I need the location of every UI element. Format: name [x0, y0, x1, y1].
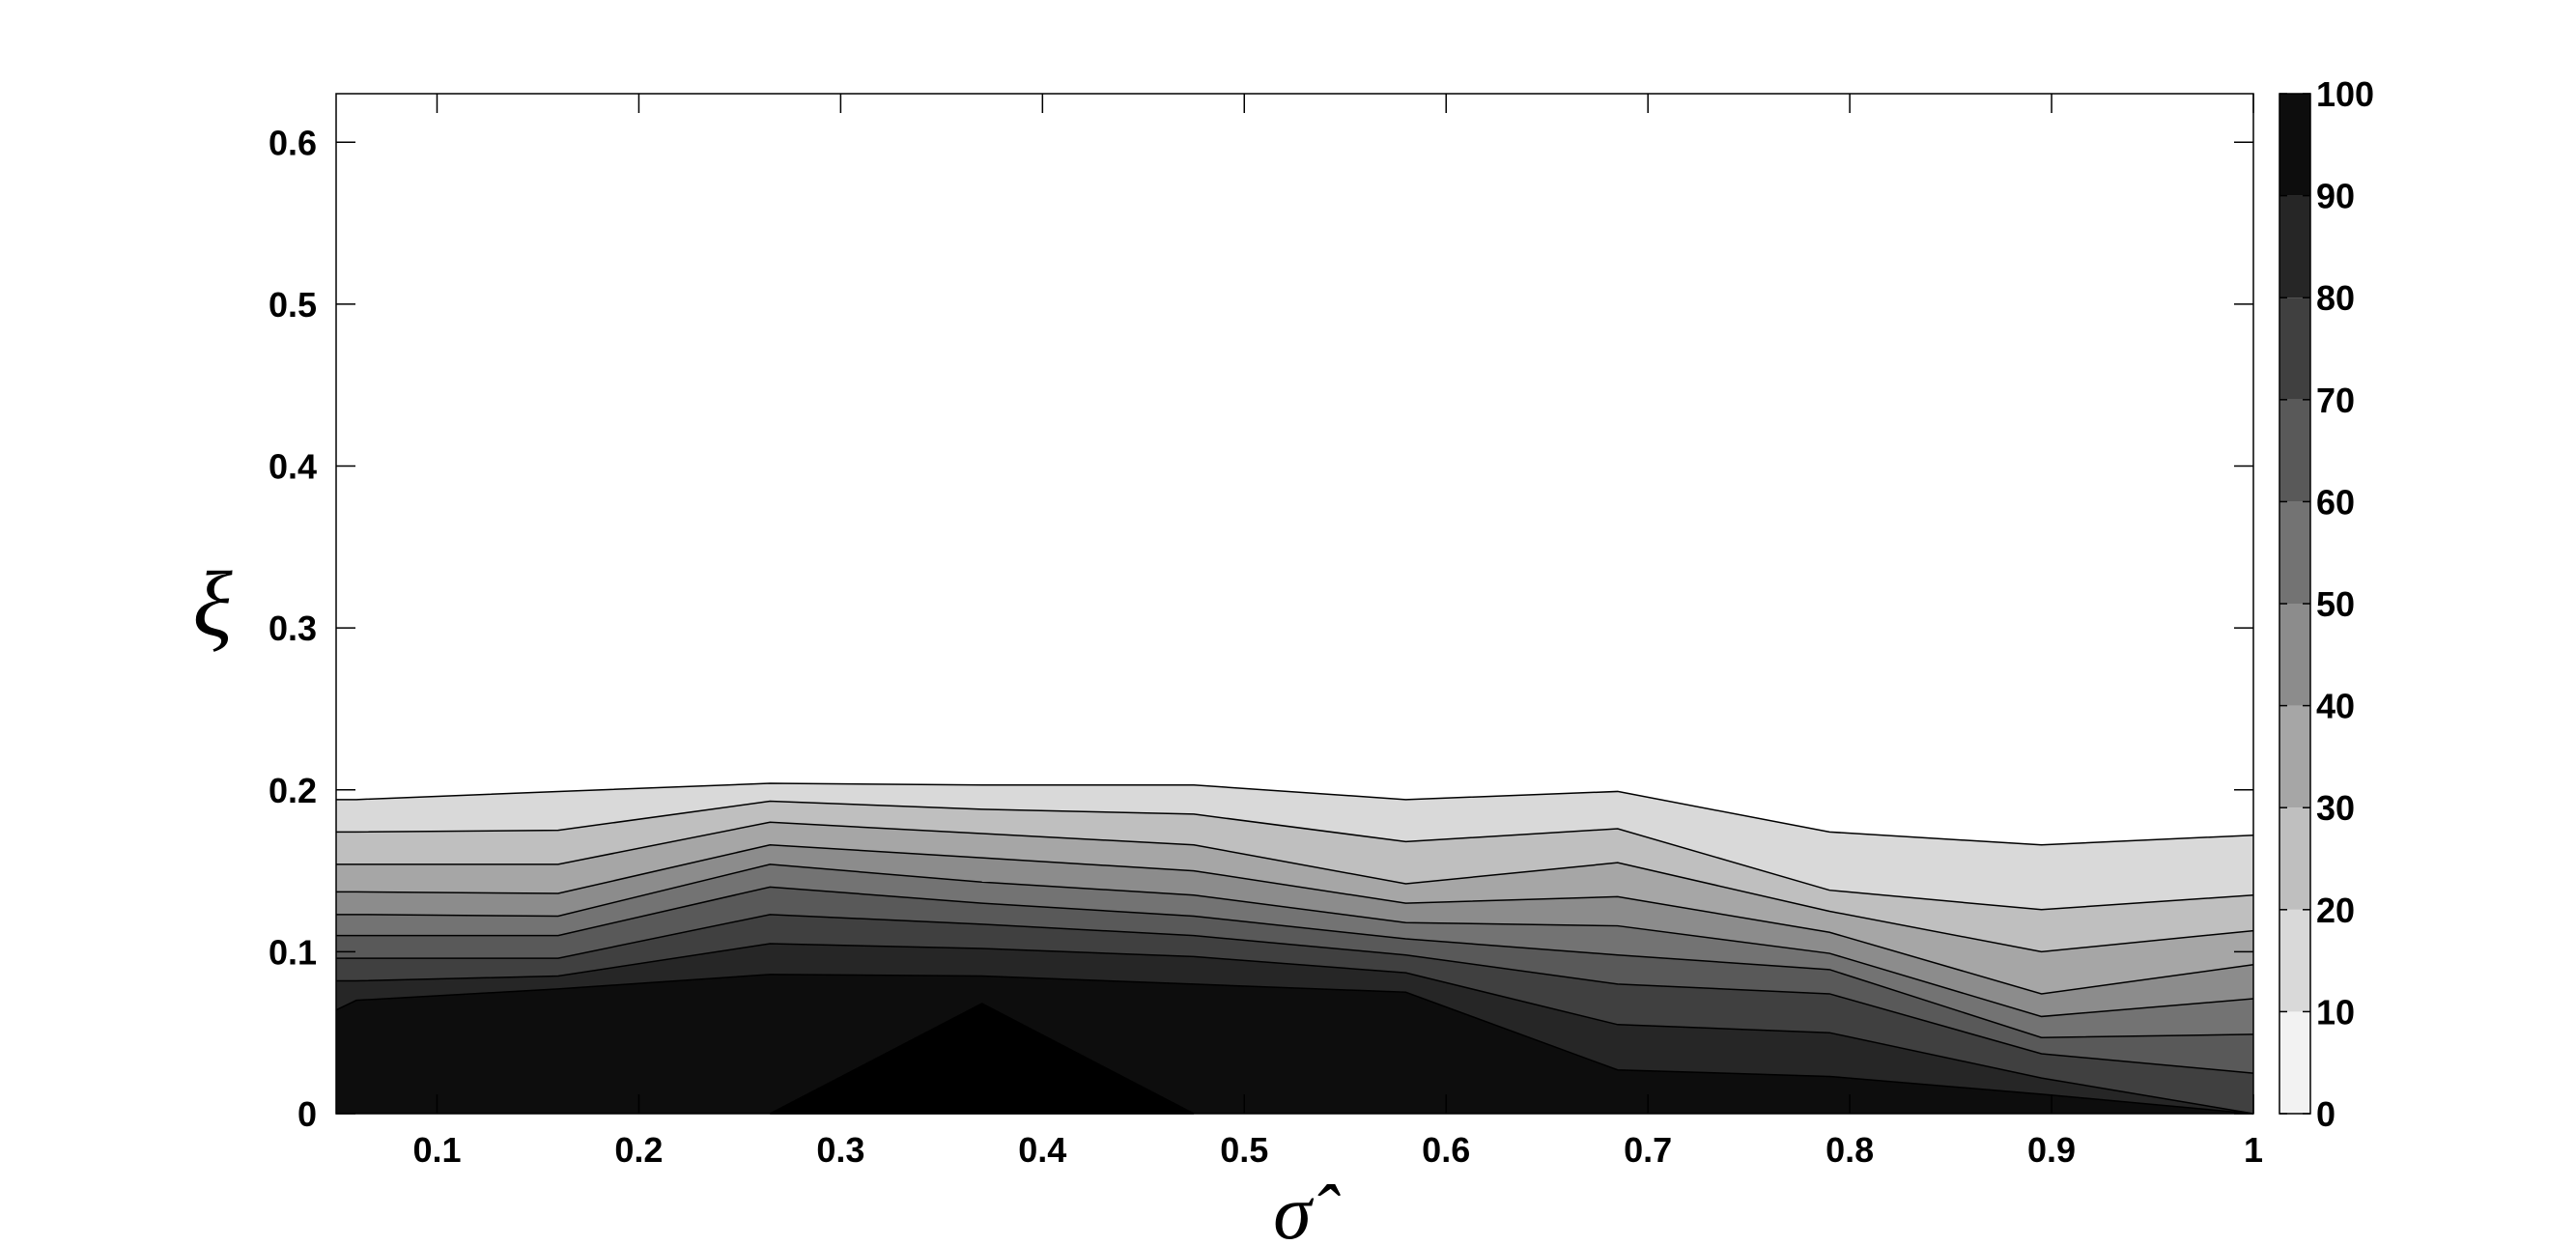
colorbar-tick-label: 0: [2316, 1094, 2335, 1134]
colorbar-segment: [2279, 1011, 2310, 1114]
colorbar-segment: [2279, 94, 2310, 196]
contour-line-60: [336, 886, 2254, 1038]
y-tick-label: 0.4: [269, 447, 317, 487]
contour-lines: [335, 782, 2254, 1115]
x-tick-label: 0.4: [1018, 1130, 1066, 1170]
x-tick-label: 0.8: [1826, 1130, 1874, 1170]
colorbar-tick-label: 50: [2316, 584, 2355, 624]
colorbar-tick-label: 80: [2316, 278, 2355, 318]
plot-border: [335, 93, 2254, 1115]
x-tick-label: 0.9: [2027, 1130, 2076, 1170]
x-tick-label: 0.1: [412, 1130, 461, 1170]
colorbar-segment: [2279, 195, 2310, 298]
y-axis-ticks: 0 0.1 0.2 0.3 0.4 0.5 0.6: [269, 123, 2253, 1134]
y-tick-label: 0.5: [269, 285, 317, 325]
contour-line-80: [336, 943, 2254, 1115]
y-tick-label: 0.6: [269, 123, 317, 162]
colorbar-tick-label: 40: [2316, 687, 2355, 726]
colorbar-tick-label: 90: [2316, 177, 2355, 216]
x-tick-label: 1: [2244, 1130, 2263, 1170]
colorbar-segment: [2279, 909, 2310, 1012]
x-tick-label: 0.7: [1624, 1130, 1672, 1170]
x-tick-label: 0.2: [614, 1130, 663, 1170]
x-axis-ticks: 0.1 0.2 0.3 0.4 0.5 0.6 0.7 0.8 0.9 1: [412, 94, 2263, 1170]
y-tick-label: 0.1: [269, 932, 317, 972]
colorbar-tick-label: 10: [2316, 992, 2355, 1032]
y-tick-label: 0.3: [269, 608, 317, 648]
colorbar-segment: [2279, 297, 2310, 400]
y-tick-label: 0.2: [269, 771, 317, 810]
contour-line-30: [336, 821, 2254, 953]
y-tick-label: 0: [297, 1094, 317, 1134]
contour-line-70: [336, 914, 2254, 1074]
colorbar-tick-label: 60: [2316, 482, 2355, 522]
colorbar-segment: [2279, 705, 2310, 808]
colorbar-tick-label: 70: [2316, 381, 2355, 420]
y-axis-label: ξ: [192, 552, 233, 656]
colorbar-segment: [2279, 399, 2310, 502]
x-axis-label: σ̂: [1273, 1171, 1340, 1245]
x-tick-label: 0.6: [1422, 1130, 1470, 1170]
contour-line-40: [336, 843, 2254, 995]
contour-line-50: [336, 863, 2254, 1018]
colorbar-segment: [2279, 807, 2310, 910]
contour-fills: [336, 94, 2253, 1115]
colorbar-tick-label: 20: [2316, 891, 2355, 930]
x-tick-label: 0.5: [1220, 1130, 1268, 1170]
contour-line-10: [336, 782, 2254, 846]
colorbar-tick-label: 30: [2316, 788, 2355, 828]
contour-line-90: [335, 974, 2254, 1115]
contour-line-20: [336, 800, 2254, 911]
x-tick-label: 0.3: [816, 1130, 864, 1170]
colorbar-tick-label: 100: [2316, 74, 2374, 114]
colorbar-segment: [2279, 501, 2310, 604]
band-90: [336, 974, 2253, 1114]
colorbar: 0 10 20 30 40 50 60 70 80 90 100: [2279, 74, 2374, 1134]
colorbar-segment: [2279, 604, 2310, 706]
plot-frame: [335, 93, 2254, 1115]
